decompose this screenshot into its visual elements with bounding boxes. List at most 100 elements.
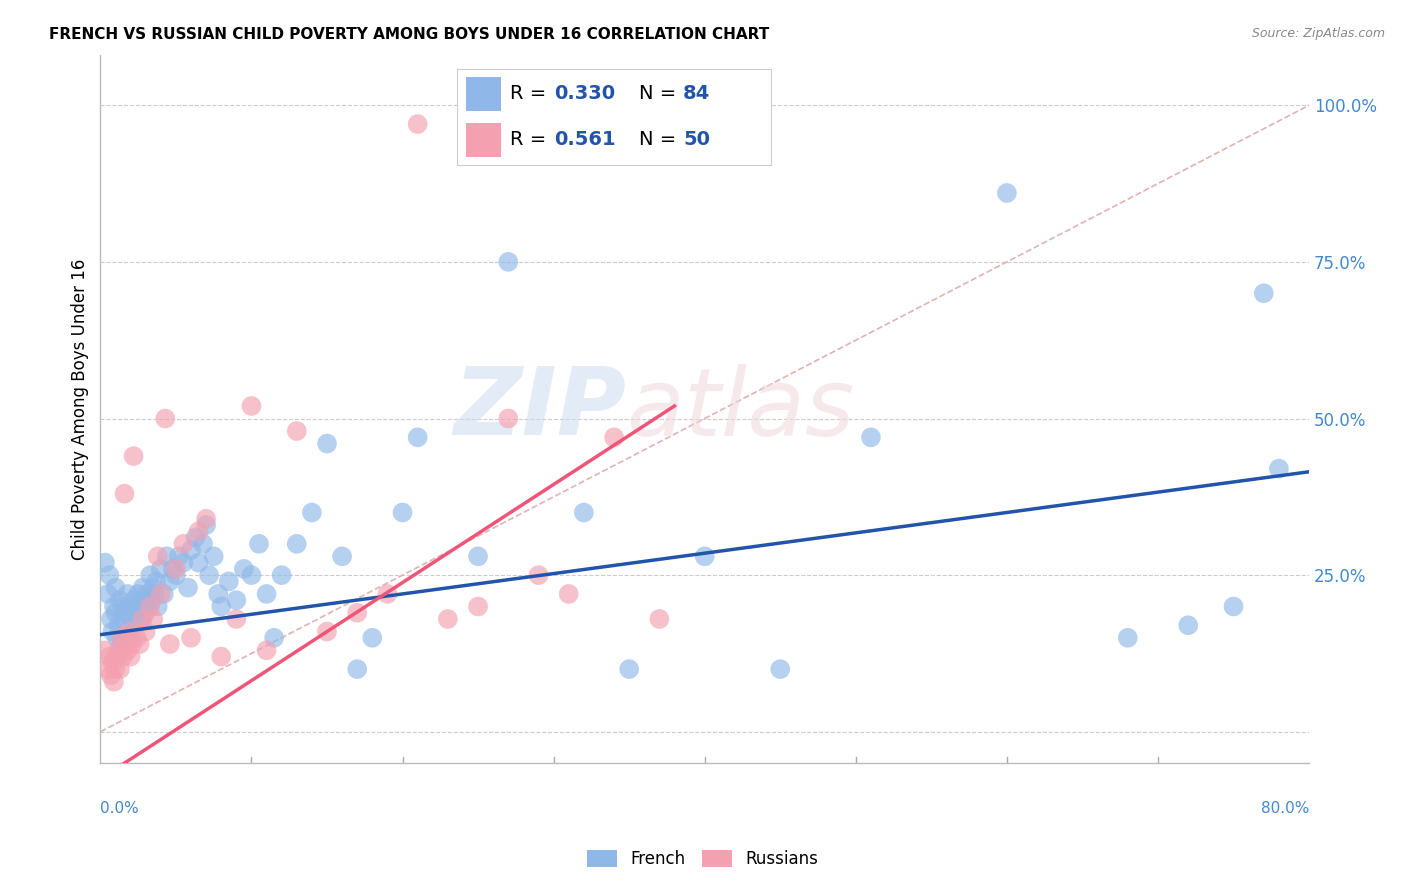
Point <box>240 399 263 413</box>
Point <box>125 606 148 620</box>
Point <box>617 662 640 676</box>
Point <box>498 255 520 269</box>
Point <box>256 643 278 657</box>
Point <box>232 562 254 576</box>
Point <box>316 624 339 639</box>
Point <box>558 587 581 601</box>
Text: atlas: atlas <box>626 364 855 455</box>
Text: 0.0%: 0.0% <box>100 801 139 815</box>
Y-axis label: Child Poverty Among Boys Under 16: Child Poverty Among Boys Under 16 <box>72 259 89 560</box>
Point <box>121 612 143 626</box>
Text: Source: ZipAtlas.com: Source: ZipAtlas.com <box>1251 27 1385 40</box>
Point <box>142 612 165 626</box>
Point <box>128 599 150 614</box>
Point <box>391 506 413 520</box>
Point <box>467 549 489 564</box>
Point <box>117 643 139 657</box>
Point <box>131 581 153 595</box>
Point <box>110 637 132 651</box>
Point <box>105 631 128 645</box>
Point <box>1116 631 1139 645</box>
Point <box>165 568 187 582</box>
Point <box>104 606 127 620</box>
Point <box>143 587 166 601</box>
Point <box>285 424 308 438</box>
Point <box>165 562 187 576</box>
Point <box>114 486 136 500</box>
Point <box>498 411 520 425</box>
Point <box>769 662 792 676</box>
Point <box>124 618 146 632</box>
Point <box>120 649 142 664</box>
Point <box>139 568 162 582</box>
Point <box>316 436 339 450</box>
Point <box>111 612 134 626</box>
Point <box>122 593 145 607</box>
Point <box>149 562 172 576</box>
Point <box>98 568 121 582</box>
Point <box>995 186 1018 200</box>
Point <box>118 631 141 645</box>
Point <box>195 518 218 533</box>
Point <box>218 574 240 589</box>
Point <box>330 549 353 564</box>
Point <box>129 612 152 626</box>
Point <box>108 593 131 607</box>
Point <box>180 543 202 558</box>
Point <box>131 612 153 626</box>
Point <box>97 662 120 676</box>
Point <box>406 430 429 444</box>
Point <box>207 587 229 601</box>
Point <box>146 599 169 614</box>
Point <box>301 506 323 520</box>
Point <box>240 568 263 582</box>
Point <box>1177 618 1199 632</box>
Point <box>105 649 128 664</box>
Point <box>94 643 117 657</box>
Point <box>270 568 292 582</box>
Point <box>100 612 122 626</box>
Point <box>572 506 595 520</box>
Point <box>98 649 121 664</box>
Point <box>195 512 218 526</box>
Point <box>115 637 138 651</box>
Point <box>104 581 127 595</box>
Point <box>346 606 368 620</box>
Point <box>198 568 221 582</box>
Point <box>377 587 399 601</box>
Point <box>97 587 120 601</box>
Point <box>167 549 190 564</box>
Point <box>101 624 124 639</box>
Point <box>100 668 122 682</box>
Point <box>114 606 136 620</box>
Point <box>184 531 207 545</box>
Point <box>141 593 163 607</box>
Point <box>135 606 157 620</box>
Point <box>191 537 214 551</box>
Point <box>172 556 194 570</box>
Point <box>122 449 145 463</box>
Point <box>285 537 308 551</box>
Point <box>101 656 124 670</box>
Point <box>134 593 156 607</box>
Point <box>187 556 209 570</box>
Point <box>155 411 177 425</box>
Point <box>859 430 882 444</box>
Point <box>125 631 148 645</box>
Point <box>145 574 167 589</box>
Point <box>177 581 200 595</box>
Point <box>209 599 232 614</box>
Point <box>120 599 142 614</box>
Legend: French, Russians: French, Russians <box>581 843 825 875</box>
Text: ZIP: ZIP <box>453 363 626 455</box>
Point <box>121 637 143 651</box>
Point <box>156 549 179 564</box>
Point <box>110 631 132 645</box>
Point <box>209 649 232 664</box>
Point <box>1268 461 1291 475</box>
Point <box>108 662 131 676</box>
Point <box>139 599 162 614</box>
Point <box>127 587 149 601</box>
Point <box>103 599 125 614</box>
Point <box>142 581 165 595</box>
